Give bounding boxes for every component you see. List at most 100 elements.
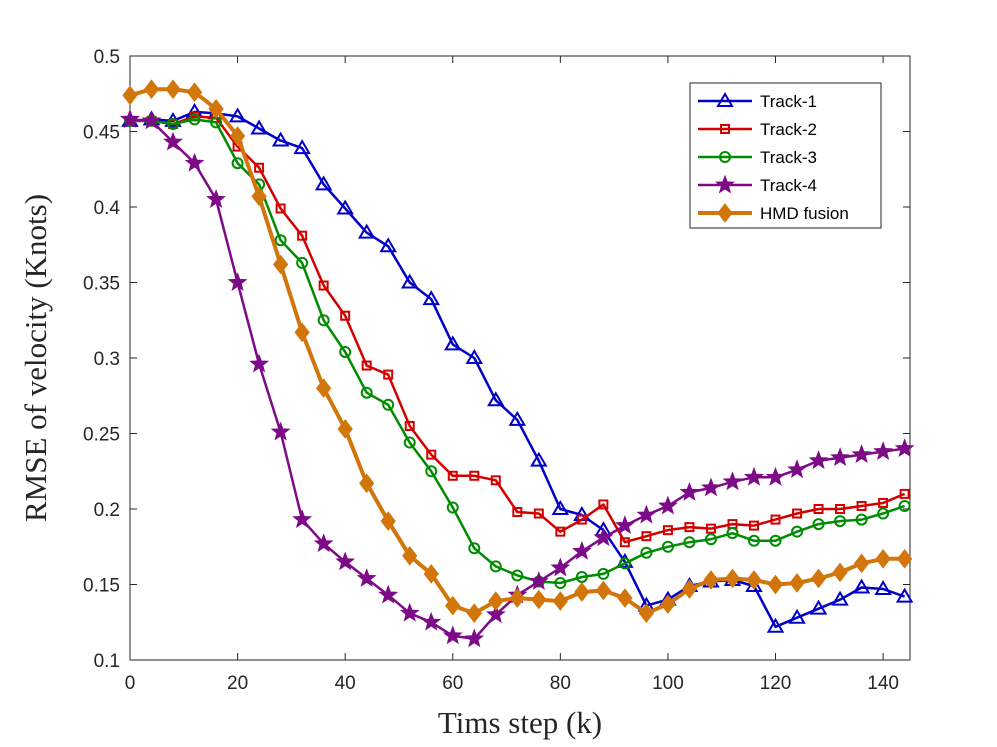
- data-point-track-3: [468, 542, 481, 555]
- data-point-track-3: [511, 569, 524, 582]
- data-point-hmd-fusion: [552, 591, 568, 611]
- data-point-track-1: [530, 451, 548, 467]
- data-point-hmd-fusion: [402, 545, 418, 566]
- data-point-track-1: [250, 119, 268, 135]
- data-point-track-3: [855, 513, 868, 526]
- data-point-track-2: [490, 475, 501, 486]
- data-point-track-4: [765, 466, 786, 486]
- data-point-hmd-fusion: [810, 568, 827, 589]
- data-point-track-4: [270, 421, 291, 441]
- data-point-track-2: [447, 470, 458, 481]
- data-point-track-1: [831, 590, 849, 606]
- data-point-hmd-fusion: [767, 574, 784, 595]
- data-point-track-4: [184, 152, 205, 172]
- data-point-track-2: [340, 310, 351, 321]
- legend-box: [689, 82, 882, 229]
- data-point-hmd-fusion: [681, 579, 698, 599]
- series-line-track-2: [130, 115, 906, 544]
- data-point-track-3: [661, 540, 674, 553]
- data-point-track-4: [808, 450, 829, 470]
- data-point-hmd-fusion: [294, 322, 310, 343]
- data-point-track-2: [275, 203, 286, 214]
- data-point-track-2: [856, 500, 867, 511]
- y-axis-title: RMSE of velocity (Knots): [18, 194, 53, 522]
- data-point-track-4: [722, 471, 743, 491]
- data-point-hmd-fusion: [208, 99, 224, 119]
- data-point-track-1: [788, 608, 806, 624]
- data-point-track-3: [554, 576, 567, 589]
- data-point-hmd-fusion: [724, 568, 741, 589]
- y-tick-label: 0.25: [83, 425, 120, 446]
- data-point-track-3: [748, 534, 760, 547]
- data-point-track-3: [618, 557, 631, 570]
- x-axis-title: Tims step (k): [438, 705, 602, 740]
- axis-ticks: 0 20 40 60 80 100 120 140 0.1 0.15 0.2 0.25 0.3 0.35 0…: [83, 47, 910, 694]
- data-point-track-3: [167, 117, 180, 130]
- data-point-track-4: [421, 611, 442, 631]
- data-point-track-4: [249, 353, 270, 373]
- data-point-track-4: [335, 551, 356, 571]
- data-point-hmd-fusion: [272, 254, 289, 275]
- data-point-track-3: [296, 256, 309, 269]
- y-tick-label: 0.45: [83, 123, 120, 144]
- data-point-track-1: [465, 349, 484, 364]
- data-point-track-4: [873, 441, 894, 461]
- data-point-track-3: [382, 398, 395, 411]
- legend-marker-track-4: [715, 174, 735, 194]
- data-point-track-4: [550, 557, 571, 577]
- legend-label-track-4: Track-4: [760, 176, 817, 195]
- data-point-track-1: [357, 223, 376, 239]
- data-point-track-1: [895, 587, 914, 603]
- data-point-track-2: [318, 280, 329, 291]
- data-point-track-4: [614, 515, 635, 535]
- data-point-hmd-fusion: [660, 594, 676, 614]
- legend-marker-hmd-fusion: [717, 203, 733, 223]
- data-point-track-1: [400, 273, 419, 289]
- data-point-track-3: [726, 527, 739, 540]
- data-point-track-1: [314, 175, 333, 191]
- data-point-track-2: [469, 470, 480, 481]
- data-point-track-3: [575, 570, 588, 583]
- legend-marker-track-2: [720, 124, 730, 134]
- data-point-track-1: [874, 580, 892, 596]
- data-point-track-2: [576, 514, 587, 525]
- data-point-track-4: [485, 604, 506, 624]
- data-point-track-4: [851, 444, 872, 464]
- data-point-track-4: [120, 108, 140, 128]
- data-point-track-2: [770, 514, 781, 525]
- data-point-track-4: [701, 477, 721, 497]
- data-point-track-4: [227, 272, 248, 291]
- data-point-track-2: [533, 508, 544, 519]
- data-point-track-3: [834, 515, 847, 528]
- data-point-track-2: [641, 531, 652, 542]
- data-point-track-4: [830, 447, 850, 467]
- data-point-track-2: [749, 520, 759, 531]
- data-point-track-4: [528, 571, 549, 590]
- legend-label-track-3: Track-3: [760, 148, 817, 167]
- data-point-track-2: [684, 522, 695, 533]
- data-point-track-3: [188, 113, 201, 126]
- legend: Track-1 Track-2 Track-3 Track-4 HMD fusion: [689, 82, 882, 229]
- data-point-track-2: [426, 449, 437, 460]
- legend-label-track-2: Track-2: [760, 120, 817, 139]
- data-point-track-2: [383, 369, 394, 380]
- data-point-track-2: [619, 537, 630, 548]
- data-point-track-1: [228, 107, 247, 123]
- data-point-hmd-fusion: [380, 511, 396, 531]
- data-point-track-2: [555, 526, 566, 537]
- data-point-hmd-fusion: [229, 126, 246, 146]
- data-point-hmd-fusion: [337, 419, 353, 439]
- y-tick-label: 0.1: [94, 651, 120, 672]
- data-point-track-2: [361, 360, 372, 371]
- data-point-track-4: [464, 628, 485, 648]
- legend-label-hmd-fusion: HMD fusion: [760, 204, 849, 223]
- x-tick-label: 60: [442, 673, 463, 694]
- data-point-hmd-fusion: [445, 595, 461, 616]
- series-hmd-fusion: [122, 79, 913, 624]
- data-point-track-2: [512, 507, 523, 518]
- series-line-track-3: [130, 118, 906, 585]
- data-point-track-4: [571, 540, 592, 560]
- data-point-track-3: [683, 536, 696, 549]
- data-point-track-3: [274, 234, 287, 247]
